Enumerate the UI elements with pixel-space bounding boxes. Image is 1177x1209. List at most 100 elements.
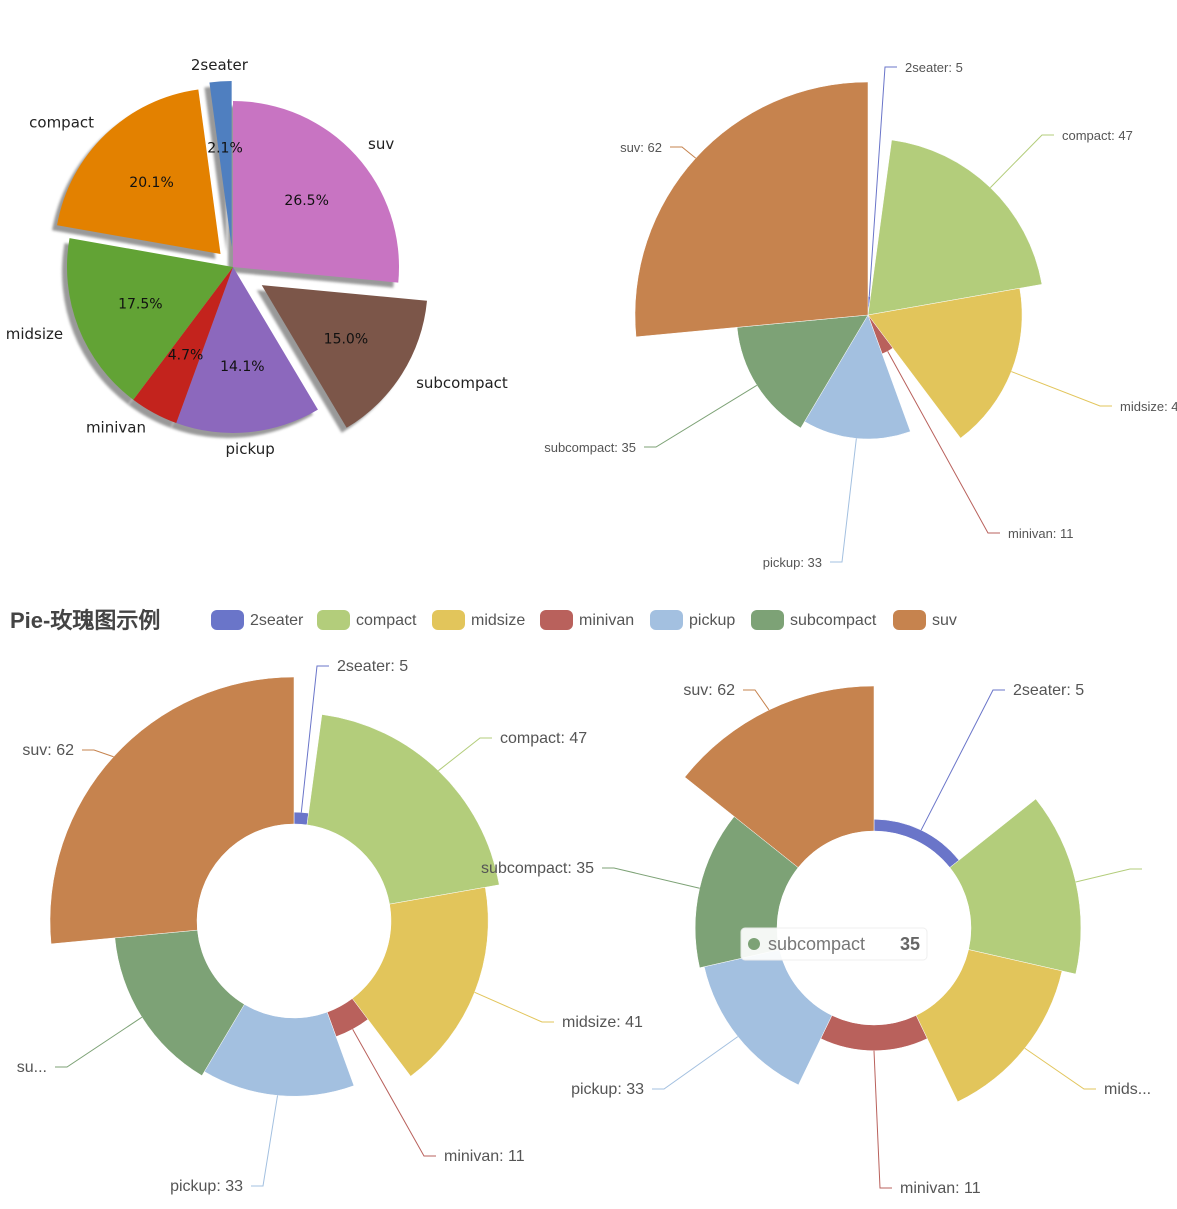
- rose-slice-2seater[interactable]: [873, 819, 960, 868]
- rose-label-suv: suv: 62: [683, 682, 735, 699]
- rose-label-midsize: mids...: [1104, 1081, 1151, 1098]
- legend-swatch-suv[interactable]: [893, 610, 926, 630]
- legend-label-midsize[interactable]: midsize: [471, 612, 525, 629]
- category-label-compact: compact: [29, 113, 94, 131]
- rose-label-suv: suv: 62: [620, 140, 662, 155]
- rose-slice-midsize[interactable]: [915, 949, 1063, 1103]
- rose-slice-suv[interactable]: [49, 676, 295, 945]
- legend-swatch-compact[interactable]: [317, 610, 350, 630]
- legend-swatch-minivan[interactable]: [540, 610, 573, 630]
- rose-slice-compact[interactable]: [306, 714, 500, 905]
- legend-swatch-2seater[interactable]: [211, 610, 244, 630]
- slice-pickup[interactable]: [176, 267, 318, 433]
- rose-label-2seater: 2seater: 5: [905, 60, 963, 75]
- rose-label-suv: suv: 62: [22, 742, 74, 759]
- rose-slice-subcompact[interactable]: [736, 314, 869, 429]
- leader-line-minivan: [887, 351, 1000, 534]
- category-label-pickup: pickup: [226, 440, 275, 458]
- leader-line-2seater: [920, 689, 1005, 831]
- rose-label-2seater: 2seater: 5: [337, 658, 408, 675]
- leader-line-2seater: [300, 665, 329, 813]
- rose-slice-suv[interactable]: [634, 81, 869, 338]
- legend-label-compact[interactable]: compact: [356, 612, 417, 629]
- legend-label-pickup[interactable]: pickup: [689, 612, 735, 629]
- rose-label-pickup: pickup: 33: [170, 1178, 243, 1195]
- category-label-minivan: minivan: [86, 419, 146, 437]
- rose-label-minivan: minivan: 11: [1008, 526, 1074, 541]
- category-label-subcompact: subcompact: [416, 374, 508, 392]
- slice-minivan[interactable]: [133, 267, 233, 423]
- pie-chart-exploded: 26.5% suv 15.0% subcompact 14.1% pickup 4.7% mi…: [6, 56, 508, 458]
- rose-label-subcompact: subcompact: 35: [544, 440, 636, 455]
- rose-slice-suv[interactable]: [684, 685, 875, 868]
- category-label-2seater: 2seater: [191, 56, 249, 74]
- rose-slice-compact[interactable]: [949, 798, 1082, 975]
- legend-label-suv[interactable]: suv: [932, 612, 957, 629]
- rose-chart-area: 2seater: 5 mids... minivan: 11 pickup: 33 su…: [481, 682, 1151, 1197]
- leader-line-minivan: [873, 1050, 892, 1189]
- legend-label-minivan[interactable]: minivan: [579, 612, 634, 629]
- tooltip-marker: [748, 938, 760, 950]
- leader-line-midsize: [1011, 371, 1112, 407]
- leader-line-suv: [82, 749, 114, 758]
- leader-line-pickup: [251, 1095, 279, 1187]
- leader-line-2seater: [868, 66, 897, 297]
- tooltip-name: subcompact: [768, 934, 865, 954]
- rose-label-2seater: 2seater: 5: [1013, 682, 1084, 699]
- slice-2seater[interactable]: [209, 81, 232, 248]
- rose-label-subcompact: subcompact: 35: [481, 860, 594, 877]
- chart-title: Pie-玫瑰图示例: [10, 608, 160, 633]
- pct-label-suv: 26.5%: [284, 193, 328, 209]
- slice-midsize[interactable]: [67, 238, 233, 400]
- leader-line-compact: [989, 134, 1054, 188]
- legend-label-subcompact[interactable]: subcompact: [790, 612, 877, 629]
- rose-slice-compact[interactable]: [867, 139, 1043, 316]
- rose-slice-pickup[interactable]: [703, 949, 833, 1086]
- category-label-suv: suv: [368, 135, 394, 153]
- rose-label-pickup: pickup: 33: [763, 555, 822, 570]
- rose-chart-donut: 2seater: 5 compact: 47 midsize: 41 minivan:…: [17, 658, 643, 1195]
- rose-slice-minivan[interactable]: [820, 1015, 928, 1051]
- legend-swatch-midsize[interactable]: [432, 610, 465, 630]
- rose-label-midsize: midsize: 41: [1120, 399, 1177, 414]
- rose-label-compact: compact: 47: [1062, 128, 1133, 143]
- legend-label-2seater[interactable]: 2seater: [250, 612, 304, 629]
- legend: Pie-玫瑰图示例 2seater compact midsize minivan pi…: [10, 608, 957, 633]
- rose-chart-radius: 2seater: 5 compact: 47 midsize: 41 minivan:…: [544, 60, 1177, 570]
- rose-slice-midsize[interactable]: [867, 287, 1023, 439]
- pct-label-pickup: 14.1%: [220, 359, 264, 375]
- category-label-midsize: midsize: [6, 325, 63, 343]
- rose-slice-midsize[interactable]: [351, 886, 489, 1077]
- leader-line-pickup: [652, 1036, 739, 1090]
- pct-label-minivan: 4.7%: [168, 348, 204, 364]
- leader-line-minivan: [352, 1028, 436, 1157]
- leader-line-midsize: [1024, 1047, 1096, 1090]
- leader-line-midsize: [474, 991, 554, 1023]
- pct-label-compact: 20.1%: [129, 175, 173, 191]
- rose-slice-2seater[interactable]: [293, 811, 309, 826]
- leader-line-suv: [743, 689, 770, 711]
- legend-swatch-subcompact[interactable]: [751, 610, 784, 630]
- pct-label-2seater: 2.1%: [207, 141, 243, 157]
- leader-line-subcompact: [55, 1016, 143, 1068]
- leader-line-suv: [670, 146, 697, 159]
- leader-line-pickup: [830, 438, 857, 563]
- slice-compact[interactable]: [57, 89, 221, 255]
- tooltip: subcompact 35: [740, 927, 928, 961]
- pct-label-midsize: 17.5%: [118, 297, 162, 313]
- rose-label-minivan: minivan: 11: [900, 1180, 981, 1197]
- slice-suv[interactable]: [233, 101, 399, 283]
- leader-line-subcompact: [602, 867, 700, 889]
- rose-label-compact: compact: 47: [500, 730, 587, 747]
- slice-subcompact[interactable]: [261, 285, 428, 428]
- rose-label-pickup: pickup: 33: [571, 1081, 644, 1098]
- tooltip-value: 35: [900, 934, 920, 954]
- tooltip-box: [740, 927, 928, 961]
- legend-swatch-pickup[interactable]: [650, 610, 683, 630]
- rose-label-midsize: midsize: 41: [562, 1014, 643, 1031]
- rose-label-subcompact: su...: [17, 1059, 47, 1076]
- rose-slice-pickup[interactable]: [804, 314, 911, 440]
- rose-label-minivan: minivan: 11: [444, 1148, 525, 1165]
- leader-line-subcompact: [644, 384, 758, 448]
